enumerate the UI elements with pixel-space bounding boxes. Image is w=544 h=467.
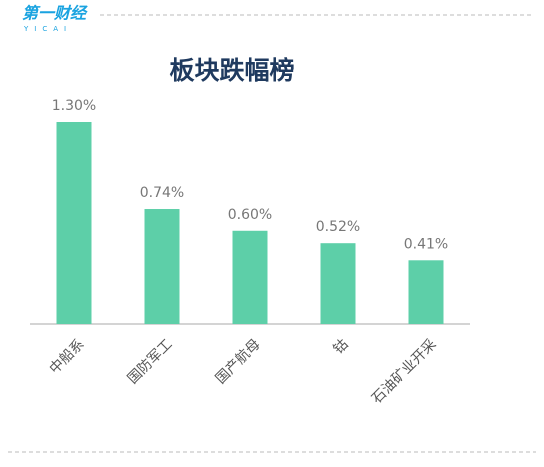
logo-sub: YICAI: [23, 25, 72, 33]
logo: 第一财经: [22, 4, 88, 23]
bar: [320, 243, 356, 324]
value-label: 0.41%: [404, 236, 448, 252]
value-label: 0.74%: [140, 185, 184, 201]
bar: [56, 122, 92, 324]
x-tick-label: 国防军工: [125, 336, 176, 387]
bar: [144, 209, 180, 324]
bar: [408, 260, 444, 324]
bar: [232, 230, 268, 324]
x-tick-label: 石油矿业开采: [369, 336, 440, 407]
x-tick-label: 中船系: [47, 336, 88, 377]
value-label: 1.30%: [52, 98, 96, 114]
value-label: 0.52%: [316, 219, 360, 235]
x-tick-label: 国产航母: [213, 336, 264, 387]
x-tick-label: 钴: [330, 336, 351, 357]
value-label: 0.60%: [228, 207, 272, 223]
chart-title: 板块跌幅榜: [169, 56, 294, 85]
